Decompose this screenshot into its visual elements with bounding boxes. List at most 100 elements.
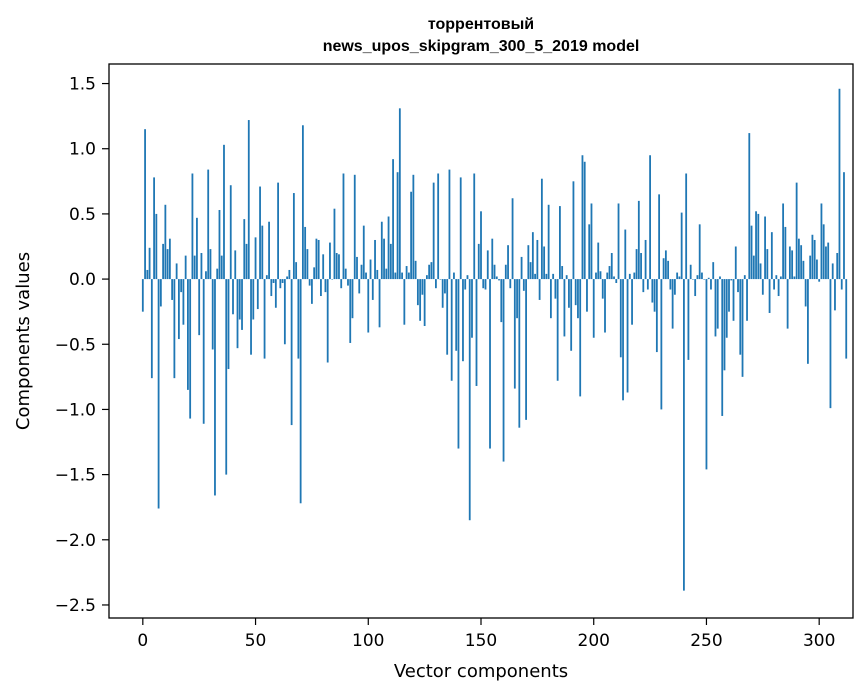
bar-123: [419, 279, 422, 321]
bar-83: [329, 242, 331, 280]
bar-94: [353, 174, 356, 280]
bar-52: [259, 186, 261, 280]
bar-298: [813, 239, 816, 280]
bar-189: [568, 279, 570, 308]
bar-291: [797, 238, 800, 280]
bar-51: [256, 279, 259, 310]
bar-96: [358, 279, 361, 294]
bar-130: [435, 279, 437, 289]
bar-220: [637, 200, 640, 280]
y-tick-label-5: 0.0: [69, 270, 96, 290]
bar-179: [545, 273, 548, 280]
bar-49: [252, 279, 255, 320]
bar-series: [141, 88, 848, 591]
bar-137: [450, 279, 453, 381]
bar-58: [272, 279, 275, 283]
bar-181: [549, 279, 552, 319]
bar-171: [527, 245, 530, 280]
bar-132: [439, 279, 442, 280]
bar-195: [581, 155, 584, 280]
bar-89: [342, 173, 345, 280]
bar-253: [712, 262, 715, 280]
bar-240: [683, 279, 685, 591]
bar-164: [511, 198, 514, 280]
bar-219: [635, 249, 638, 280]
bar-174: [534, 273, 537, 280]
bar-235: [671, 279, 674, 329]
bar-68: [295, 262, 298, 280]
x-tick-label-2: 100: [352, 631, 384, 651]
bar-1: [144, 129, 146, 280]
bar-85: [333, 208, 336, 280]
bar-77: [315, 238, 318, 280]
bar-3: [148, 247, 151, 280]
bar-242: [687, 279, 690, 360]
bar-254: [714, 279, 717, 337]
bar-11: [166, 249, 169, 280]
bar-42: [236, 279, 239, 349]
bar-296: [809, 255, 812, 280]
bar-190: [570, 279, 573, 351]
bar-312: [845, 279, 848, 359]
bar-172: [529, 262, 532, 280]
bar-32: [214, 279, 216, 496]
bar-26: [200, 253, 203, 280]
bar-176: [538, 279, 541, 300]
bar-223: [644, 239, 647, 280]
bar-142: [462, 279, 464, 362]
bar-301: [820, 203, 823, 280]
bar-88: [340, 279, 343, 289]
bar-38: [227, 279, 230, 370]
bar-307: [834, 279, 836, 311]
bar-56: [268, 221, 270, 280]
bar-23: [193, 255, 196, 280]
bar-265: [739, 279, 742, 355]
bar-277: [766, 249, 769, 280]
y-axis-ticks: −2.5 −2.0 −1.5 −1.0 −0.5 0.0 0.5 1.0 1.5: [55, 75, 109, 616]
bar-270: [750, 225, 753, 280]
chart-title-line-1: торрентовый: [428, 16, 534, 33]
bar-119: [410, 191, 413, 280]
bar-36: [223, 144, 225, 280]
bar-138: [453, 272, 455, 280]
bar-236: [673, 279, 676, 295]
bar-280: [773, 279, 775, 290]
bar-216: [628, 273, 631, 280]
bar-59: [274, 279, 277, 308]
bar-304: [827, 242, 830, 280]
bar-247: [698, 224, 701, 280]
bar-258: [723, 279, 726, 371]
bar-234: [669, 279, 672, 290]
bar-71: [301, 125, 304, 280]
bar-4: [150, 279, 153, 379]
bar-295: [807, 279, 809, 364]
bar-41: [234, 250, 237, 280]
bar-43: [238, 279, 241, 320]
bar-268: [746, 279, 748, 321]
bar-177: [540, 178, 543, 280]
bar-124: [421, 279, 424, 295]
bar-35: [220, 255, 223, 280]
bar-250: [705, 279, 708, 470]
bar-199: [590, 203, 593, 280]
bar-60: [277, 182, 279, 280]
bar-139: [455, 279, 458, 351]
bar-196: [583, 161, 586, 280]
bar-184: [556, 279, 559, 381]
bar-79: [320, 279, 322, 297]
bar-131: [437, 173, 440, 280]
bar-243: [689, 264, 692, 280]
bar-143: [464, 279, 467, 290]
bar-283: [779, 276, 782, 280]
bar-92: [349, 279, 352, 343]
bar-135: [446, 279, 449, 355]
bar-259: [725, 279, 728, 338]
x-tick-label-6: 300: [803, 631, 835, 651]
bar-310: [840, 279, 843, 290]
bar-161: [504, 264, 507, 280]
bar-311: [843, 172, 845, 280]
bar-186: [561, 266, 564, 280]
bar-212: [619, 279, 622, 358]
bar-5: [153, 177, 155, 280]
bar-276: [764, 216, 766, 280]
